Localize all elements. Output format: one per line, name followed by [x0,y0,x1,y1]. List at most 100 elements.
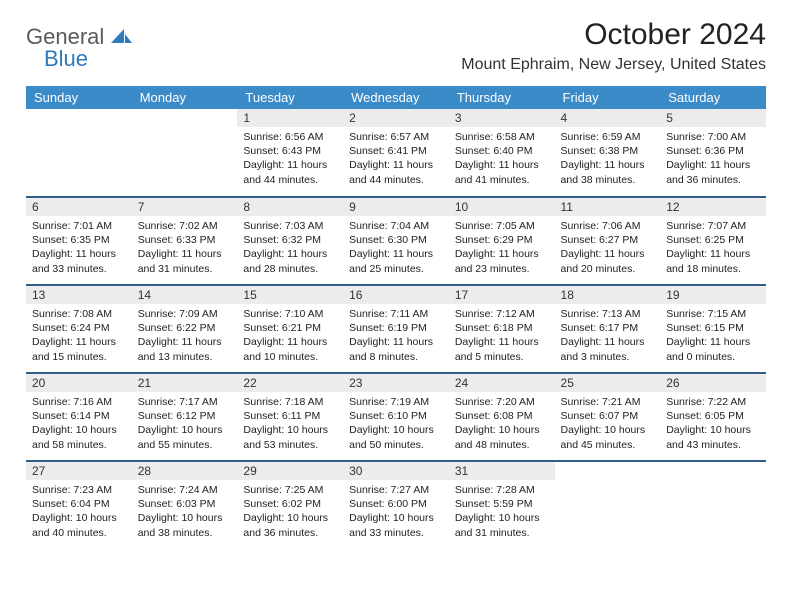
sunrise-text: Sunrise: 7:24 AM [138,483,232,497]
weekday-header: Sunday [26,86,132,109]
sunset-text: Sunset: 6:15 PM [666,321,760,335]
sunset-text: Sunset: 6:41 PM [349,144,443,158]
sunrise-text: Sunrise: 7:03 AM [243,219,337,233]
sunrise-text: Sunrise: 7:09 AM [138,307,232,321]
calendar-day-cell: 6Sunrise: 7:01 AMSunset: 6:35 PMDaylight… [26,197,132,285]
calendar-day-cell: 1Sunrise: 6:56 AMSunset: 6:43 PMDaylight… [237,109,343,197]
day-number: 26 [660,374,766,392]
calendar-week-row: 20Sunrise: 7:16 AMSunset: 6:14 PMDayligh… [26,373,766,461]
daylight-text: Daylight: 11 hours and 44 minutes. [243,158,337,186]
brand-logo: General Blue [26,24,133,72]
calendar-day-cell: 11 Sunrise: 7:06 AMSunset: 6:27 PMDayligh… [555,197,661,285]
calendar-week-row: 27Sunrise: 7:23 AMSunset: 6:04 PMDayligh… [26,461,766,549]
day-number: 10 [449,198,555,216]
sunrise-text: Sunrise: 7:27 AM [349,483,443,497]
sunset-text: Sunset: 6:24 PM [32,321,126,335]
daylight-text: Daylight: 10 hours and 53 minutes. [243,423,337,451]
sunset-text: Sunset: 6:00 PM [349,497,443,511]
sunset-text: Sunset: 6:29 PM [455,233,549,247]
sunrise-text: Sunrise: 7:01 AM [32,219,126,233]
daylight-text: Daylight: 10 hours and 33 minutes. [349,511,443,539]
day-number: 29 [237,462,343,480]
day-details: Sunrise: 7:08 AMSunset: 6:24 PMDaylight:… [26,304,132,366]
daylight-text: Daylight: 11 hours and 10 minutes. [243,335,337,363]
calendar-day-cell: 8Sunrise: 7:03 AMSunset: 6:32 PMDaylight… [237,197,343,285]
daylight-text: Daylight: 11 hours and 33 minutes. [32,247,126,275]
month-title: October 2024 [461,18,766,52]
weekday-header: Friday [555,86,661,109]
sunrise-text: Sunrise: 7:16 AM [32,395,126,409]
logo-sail-icon [111,26,133,49]
sunset-text: Sunset: 6:27 PM [561,233,655,247]
day-details: Sunrise: 7:28 AMSunset: 5:59 PMDaylight:… [449,480,555,542]
header-row: General Blue October 2024 Mount Ephraim,… [26,18,766,74]
day-details: Sunrise: 7:15 AMSunset: 6:15 PMDaylight:… [660,304,766,366]
sunset-text: Sunset: 5:59 PM [455,497,549,511]
day-number: 17 [449,286,555,304]
sunrise-text: Sunrise: 7:19 AM [349,395,443,409]
sunset-text: Sunset: 6:43 PM [243,144,337,158]
daylight-text: Daylight: 11 hours and 15 minutes. [32,335,126,363]
calendar-week-row: 6Sunrise: 7:01 AMSunset: 6:35 PMDaylight… [26,197,766,285]
daylight-text: Daylight: 11 hours and 23 minutes. [455,247,549,275]
sunset-text: Sunset: 6:18 PM [455,321,549,335]
calendar-day-cell [132,109,238,197]
daylight-text: Daylight: 11 hours and 44 minutes. [349,158,443,186]
title-block: October 2024 Mount Ephraim, New Jersey, … [461,18,766,74]
sunrise-text: Sunrise: 7:08 AM [32,307,126,321]
sunset-text: Sunset: 6:19 PM [349,321,443,335]
daylight-text: Daylight: 10 hours and 55 minutes. [138,423,232,451]
sunset-text: Sunset: 6:03 PM [138,497,232,511]
daylight-text: Daylight: 10 hours and 36 minutes. [243,511,337,539]
calendar-table: Sunday Monday Tuesday Wednesday Thursday… [26,86,766,549]
day-details: Sunrise: 7:03 AMSunset: 6:32 PMDaylight:… [237,216,343,278]
daylight-text: Daylight: 11 hours and 8 minutes. [349,335,443,363]
calendar-day-cell: 10Sunrise: 7:05 AMSunset: 6:29 PMDayligh… [449,197,555,285]
day-number: 12 [660,198,766,216]
sunrise-text: Sunrise: 7:18 AM [243,395,337,409]
day-details: Sunrise: 7:23 AMSunset: 6:04 PMDaylight:… [26,480,132,542]
sunrise-text: Sunrise: 7:06 AM [561,219,655,233]
sunrise-text: Sunrise: 7:13 AM [561,307,655,321]
weekday-header-row: Sunday Monday Tuesday Wednesday Thursday… [26,86,766,109]
sunrise-text: Sunrise: 7:07 AM [666,219,760,233]
sunrise-text: Sunrise: 7:00 AM [666,130,760,144]
sunset-text: Sunset: 6:40 PM [455,144,549,158]
calendar-day-cell: 19Sunrise: 7:15 AMSunset: 6:15 PMDayligh… [660,285,766,373]
day-details: Sunrise: 7:00 AMSunset: 6:36 PMDaylight:… [660,127,766,189]
daylight-text: Daylight: 11 hours and 20 minutes. [561,247,655,275]
day-number: 30 [343,462,449,480]
sunrise-text: Sunrise: 7:04 AM [349,219,443,233]
day-number: 4 [555,109,661,127]
calendar-week-row: 1Sunrise: 6:56 AMSunset: 6:43 PMDaylight… [26,109,766,197]
logo-word-blue: Blue [44,46,88,72]
calendar-day-cell [660,461,766,549]
sunset-text: Sunset: 6:32 PM [243,233,337,247]
day-details: Sunrise: 7:27 AMSunset: 6:00 PMDaylight:… [343,480,449,542]
daylight-text: Daylight: 11 hours and 28 minutes. [243,247,337,275]
daylight-text: Daylight: 10 hours and 40 minutes. [32,511,126,539]
sunset-text: Sunset: 6:38 PM [561,144,655,158]
calendar-day-cell: 5Sunrise: 7:00 AMSunset: 6:36 PMDaylight… [660,109,766,197]
calendar-day-cell: 15Sunrise: 7:10 AMSunset: 6:21 PMDayligh… [237,285,343,373]
day-details: Sunrise: 7:01 AMSunset: 6:35 PMDaylight:… [26,216,132,278]
sunrise-text: Sunrise: 7:21 AM [561,395,655,409]
day-number: 21 [132,374,238,392]
day-number: 24 [449,374,555,392]
day-details: Sunrise: 7:17 AMSunset: 6:12 PMDaylight:… [132,392,238,454]
sunrise-text: Sunrise: 7:28 AM [455,483,549,497]
day-details: Sunrise: 6:59 AMSunset: 6:38 PMDaylight:… [555,127,661,189]
sunset-text: Sunset: 6:35 PM [32,233,126,247]
day-number: 18 [555,286,661,304]
calendar-day-cell: 9Sunrise: 7:04 AMSunset: 6:30 PMDaylight… [343,197,449,285]
daylight-text: Daylight: 11 hours and 31 minutes. [138,247,232,275]
day-details: Sunrise: 7:04 AMSunset: 6:30 PMDaylight:… [343,216,449,278]
calendar-day-cell: 13Sunrise: 7:08 AMSunset: 6:24 PMDayligh… [26,285,132,373]
daylight-text: Daylight: 10 hours and 45 minutes. [561,423,655,451]
sunrise-text: Sunrise: 7:02 AM [138,219,232,233]
day-number: 11 [555,198,661,216]
sunrise-text: Sunrise: 7:17 AM [138,395,232,409]
day-number: 19 [660,286,766,304]
day-number: 31 [449,462,555,480]
day-details: Sunrise: 6:57 AMSunset: 6:41 PMDaylight:… [343,127,449,189]
